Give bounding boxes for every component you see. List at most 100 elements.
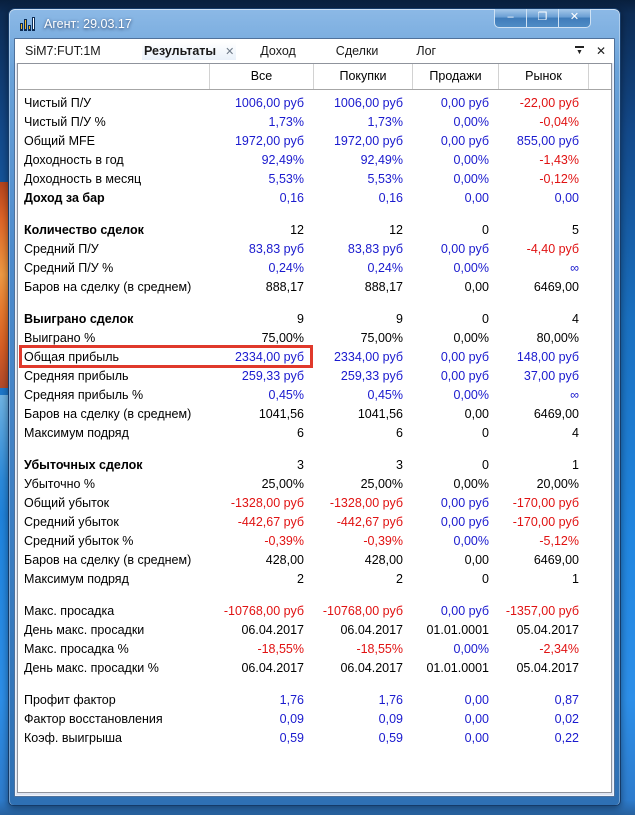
- app-icon: [20, 16, 37, 31]
- row-value: 1006,00 руб: [333, 95, 403, 110]
- tab-results-label: Результаты: [144, 44, 217, 58]
- tabbar-close-icon[interactable]: ✕: [595, 44, 606, 58]
- row-value: 0,00 руб: [440, 133, 489, 148]
- tab-trades[interactable]: Сделки: [335, 44, 379, 58]
- table-row: Баров на сделку (в среднем) 888,17 888,17 0…: [18, 277, 611, 296]
- row-value: 92,49%: [261, 152, 304, 167]
- row-value: 0,00 руб: [440, 514, 489, 529]
- row-value: 0,45%: [268, 387, 304, 402]
- row-value: 1: [572, 457, 579, 472]
- tab-income[interactable]: Доход: [260, 44, 296, 58]
- row-label: Количество сделок: [24, 222, 144, 237]
- table-row: Средний П/У 83,83 руб 83,83 руб 0,00 руб -4,…: [18, 239, 611, 258]
- row-value: 0,59: [279, 730, 304, 745]
- row-value: 12: [389, 222, 403, 237]
- row-value: 80,00%: [536, 330, 579, 345]
- row-value: 5: [572, 222, 579, 237]
- row-value: -0,12%: [539, 171, 579, 186]
- row-value: 0: [482, 222, 489, 237]
- row-value: 0,09: [378, 711, 403, 726]
- close-button[interactable]: ✕: [558, 9, 591, 28]
- row-label: Доходность в месяц: [24, 171, 142, 186]
- row-value: ∞: [570, 260, 579, 275]
- row-value: 0,00: [464, 279, 489, 294]
- header-col-market: Рынок: [499, 64, 589, 89]
- tab-list-icon[interactable]: ▼: [575, 46, 584, 56]
- row-label: Убыточно %: [24, 476, 96, 491]
- header-col-sells: Продажи: [413, 64, 499, 89]
- row-value: 0,16: [378, 190, 403, 205]
- row-value: -1,43%: [539, 152, 579, 167]
- table-row: Баров на сделку (в среднем) 1041,56 1041,5…: [18, 404, 611, 423]
- table-row: Средняя прибыль % 0,45% 0,45% 0,00% ∞: [18, 385, 611, 404]
- row-value: 0,00 руб: [440, 368, 489, 383]
- row-value: 20,00%: [536, 476, 579, 491]
- row-label: Убыточных сделок: [24, 457, 143, 472]
- section-spacer: [18, 442, 611, 455]
- row-value: 06.04.2017: [241, 622, 304, 637]
- row-value: 0,24%: [268, 260, 304, 275]
- row-value: 0,02: [554, 711, 579, 726]
- row-label: Максимум подряд: [24, 571, 129, 586]
- table-row: Средняя прибыль 259,33 руб 259,33 руб 0,00 …: [18, 366, 611, 385]
- row-value: 0,00 руб: [440, 603, 489, 618]
- row-label: Максимум подряд: [24, 425, 129, 440]
- row-value: 83,83 руб: [347, 241, 403, 256]
- row-value: 3: [297, 457, 304, 472]
- row-label: Профит фактор: [24, 692, 116, 707]
- row-value: 0,00%: [453, 387, 489, 402]
- row-label: День макс. просадки: [24, 622, 145, 637]
- row-value: -170,00 руб: [512, 514, 579, 529]
- tab-results[interactable]: Результаты ✕: [142, 42, 237, 60]
- row-value: -18,55%: [257, 641, 304, 656]
- row-value: 1,73%: [367, 114, 403, 129]
- tabbar-actions: ▼ ✕: [575, 44, 606, 58]
- row-value: 0,00 руб: [440, 495, 489, 510]
- row-value: 1972,00 руб: [234, 133, 304, 148]
- tab-log[interactable]: Лог: [416, 44, 437, 58]
- row-value: 0: [482, 311, 489, 326]
- desktop-wallpaper-glow: [0, 395, 9, 515]
- row-value: 0,16: [279, 190, 304, 205]
- row-value: 2: [297, 571, 304, 586]
- row-value: 0,87: [554, 692, 579, 707]
- row-value: 0,22: [554, 730, 579, 745]
- row-value: 0,00: [464, 552, 489, 567]
- row-value: 4: [572, 311, 579, 326]
- row-label: Общая прибыль: [24, 349, 120, 364]
- table-row: Убыточных сделок 3 3 0 1: [18, 455, 611, 474]
- row-value: 6469,00: [533, 279, 579, 294]
- row-value: 9: [396, 311, 403, 326]
- row-value: 1006,00 руб: [234, 95, 304, 110]
- row-value: -22,00 руб: [519, 95, 579, 110]
- row-value: 0,00%: [453, 330, 489, 345]
- desktop-wallpaper-orange: [0, 182, 9, 388]
- section-spacer: [18, 677, 611, 690]
- row-value: 1,73%: [268, 114, 304, 129]
- row-label: Баров на сделку (в среднем): [24, 406, 192, 421]
- tab-close-icon[interactable]: ✕: [225, 45, 235, 58]
- maximize-button[interactable]: ❐: [526, 9, 559, 28]
- row-value: 4: [572, 425, 579, 440]
- row-value: 0,00%: [453, 476, 489, 491]
- row-value: 0: [482, 425, 489, 440]
- table-row: День макс. просадки 06.04.2017 06.04.2017 0…: [18, 620, 611, 639]
- row-label: Макс. просадка %: [24, 641, 129, 656]
- row-value: 83,83 руб: [248, 241, 304, 256]
- table-row: Чистый П/У % 1,73% 1,73% 0,00% -0,04%: [18, 112, 611, 131]
- table-row: Максимум подряд 2 2 0 1: [18, 569, 611, 588]
- instrument-selector[interactable]: SiM7:FUT:1M: [25, 44, 101, 58]
- row-value: -4,40 руб: [526, 241, 579, 256]
- row-value: 0,00: [464, 692, 489, 707]
- table-row: Макс. просадка % -18,55% -18,55% 0,00% -2,34…: [18, 639, 611, 658]
- row-value: -10768,00 руб: [223, 603, 304, 618]
- row-value: 6: [396, 425, 403, 440]
- row-label: Выиграно %: [24, 330, 96, 345]
- row-value: 0,00%: [453, 114, 489, 129]
- table-row: День макс. просадки % 06.04.2017 06.04.201…: [18, 658, 611, 677]
- title-bar: Агент: 29.03.17 – ❐ ✕: [14, 9, 615, 38]
- row-value: 9: [297, 311, 304, 326]
- row-value: 888,17: [265, 279, 304, 294]
- row-label: Средняя прибыль %: [24, 387, 144, 402]
- minimize-button[interactable]: –: [494, 9, 527, 28]
